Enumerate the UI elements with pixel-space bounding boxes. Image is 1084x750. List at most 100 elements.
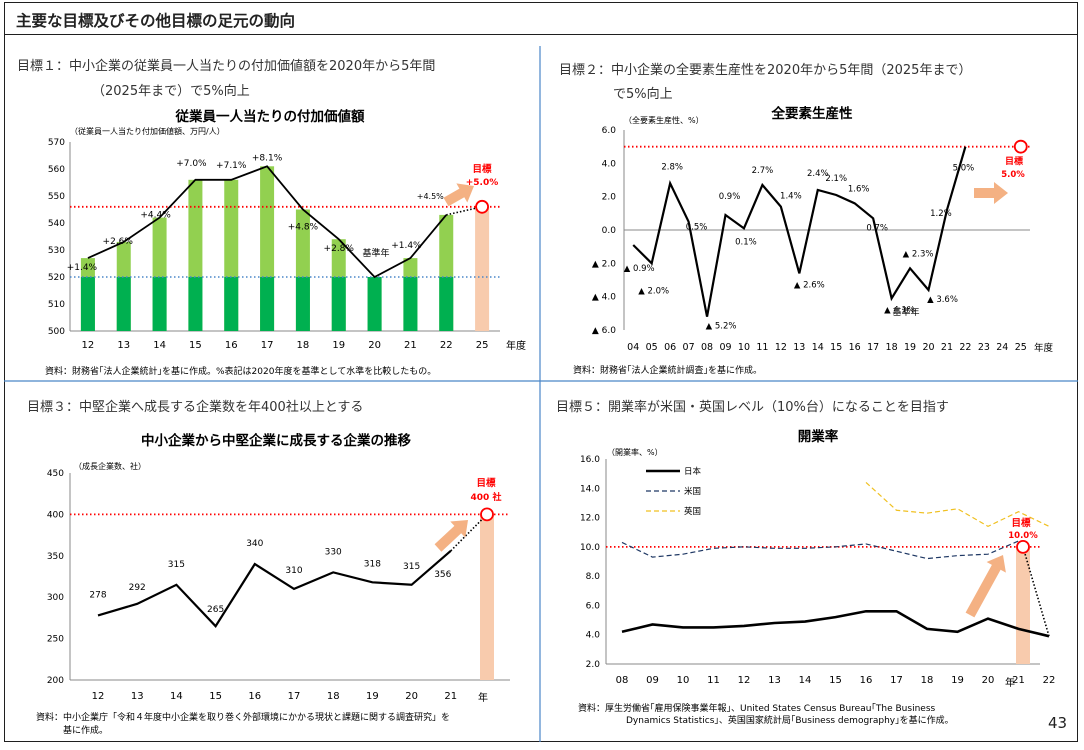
chart3-ytick: 450 xyxy=(47,469,64,479)
panel-goal-3: 目標３：中堅企業へ成長する企業数を年400社以上とする 中小企業から中堅企業に成… xyxy=(27,399,510,736)
goal2-text-line1: 目標２：中小企業の全要素生産性を2020年から5年間（2025年まで） xyxy=(559,62,971,78)
chart3-xtick: 18 xyxy=(327,691,340,702)
chart1-bar-lower xyxy=(224,277,239,331)
chart3-ytick: 250 xyxy=(47,635,64,645)
chart4-series-line-2 xyxy=(865,481,1050,528)
chart3-xtick: 14 xyxy=(170,691,183,702)
chart2-data-label: 1.6% xyxy=(848,184,870,194)
goal1-text-line1: 目標１：中小企業の従業員一人当たりの付加価値額を2020年から5年間 xyxy=(17,58,435,74)
chart4-xtick: 11 xyxy=(707,675,720,686)
chart1-xtick: 25 xyxy=(476,340,489,351)
chart4-legend-label: 英国 xyxy=(684,506,701,517)
chart2-data-label: 0.9% xyxy=(719,192,741,202)
chart2-data-label: 2.8% xyxy=(661,162,683,172)
chart1-xtick: 13 xyxy=(117,340,130,351)
panel-goal-1: 目標１：中小企業の従業員一人当たりの付加価値額を2020年から5年間 （2025… xyxy=(17,58,526,377)
chart2-xtick: 19 xyxy=(904,342,916,353)
chart2-target-marker xyxy=(1013,139,1028,154)
chart4-ytick: 12.0 xyxy=(580,514,600,524)
chart3-title: 中小企業から中堅企業に成長する企業の推移 xyxy=(141,432,411,449)
chart2-xtick: 04 xyxy=(627,342,639,353)
chart1-xtick: 17 xyxy=(261,340,274,351)
chart4-ytick: 2.0 xyxy=(586,660,601,670)
chart3-target-label: 目標 xyxy=(476,477,496,489)
chart2-ylabel: （全要素生産性、%） xyxy=(624,115,704,125)
chart1-ytick: 500 xyxy=(48,327,65,337)
chart1-bar-lower xyxy=(152,277,167,331)
chart1-bar-lower xyxy=(403,277,418,331)
chart1-target-marker xyxy=(475,199,489,214)
chart1-ytick: 530 xyxy=(48,246,65,256)
chart4-xtick: 12 xyxy=(738,675,751,686)
chart4-xtick: 08 xyxy=(616,675,629,686)
chart4-xtick: 16 xyxy=(860,675,873,686)
chart2-ytick: 4.0 xyxy=(602,159,617,169)
chart2-target-arrow xyxy=(974,182,1008,204)
chart1-target-label: 目標 xyxy=(472,163,492,175)
goal1-text-line2: （2025年まで）で5%向上 xyxy=(92,83,250,99)
source1-text: 資料：財務省｢法人企業統計｣を基に作成。%表記は2020年度を基準として水準を比… xyxy=(45,365,436,377)
chart4-ytick: 8.0 xyxy=(586,572,601,582)
chart2-xtick: 24 xyxy=(996,342,1008,353)
chart3-ylabel: （成長企業数、社） xyxy=(74,461,146,471)
chart4-title: 開業率 xyxy=(798,428,839,445)
chart2-data-label: ▲ 0.9% xyxy=(624,264,655,274)
chart2-data-label: ▲ 2.3% xyxy=(903,249,934,259)
chart1-ytick: 570 xyxy=(48,138,65,148)
title-band: 主要な目標及びその他目標の足元の動向 xyxy=(4,2,1078,35)
chart1-data-label: +7.1% xyxy=(216,161,247,171)
chart4-plot: 2.0 4.0 6.0 8.0 10.0 12.0 14.0 16.0 08 09 10 11 12 13… xyxy=(580,455,1055,689)
chart2-xtick: 05 xyxy=(646,342,658,353)
chart2-xtick: 11 xyxy=(756,342,768,353)
chart3-projection-line xyxy=(450,513,488,552)
chart3-series-line xyxy=(97,550,452,628)
chart3-target-marker xyxy=(480,507,494,522)
chart1-baseline-label: 基準年 xyxy=(362,247,389,259)
chart2-xtick: 10 xyxy=(738,342,750,353)
chart4-ytick: 4.0 xyxy=(586,631,601,641)
chart1-bar-lower xyxy=(116,277,131,331)
chart4-ytick: 16.0 xyxy=(580,455,600,465)
chart4-xtick: 14 xyxy=(799,675,812,686)
chart2-ytick: 2.0 xyxy=(602,193,617,203)
chart4-xtick: 15 xyxy=(829,675,842,686)
chart1-ytick: 510 xyxy=(48,300,65,310)
chart3-xlabel: 年 xyxy=(478,691,488,704)
chart2-target-label: 目標 xyxy=(1005,155,1023,167)
chart1-bar-lower xyxy=(260,277,275,331)
chart1-data-label: +1.4% xyxy=(67,263,98,273)
chart3-data-label: 310 xyxy=(285,566,302,576)
chart1-data-label: +1.4% xyxy=(391,241,422,251)
chart3-target-bar xyxy=(480,514,494,680)
chart3-ytick: 400 xyxy=(47,510,64,520)
chart1-plot: 500 510 520 530 540 550 560 570 12 13 14 15 16 17 18 19… xyxy=(48,138,526,352)
chart1-data-label: +8.1% xyxy=(252,153,283,163)
chart4-target-bar xyxy=(1016,546,1030,664)
chart1-bar-lower xyxy=(295,277,310,331)
chart1-bar-lower xyxy=(331,277,346,331)
chart2-xtick: 12 xyxy=(775,342,787,353)
chart1-ylabel: （従業員一人当たり付加価値額、万円/人） xyxy=(70,126,225,136)
chart3-plot: 200 250 300 350 400 450 12 13 14 15 16 17 18 19 20 21 年 2… xyxy=(47,469,510,704)
chart2-xtick: 18 xyxy=(886,342,898,353)
chart3-ytick: 300 xyxy=(47,593,64,603)
chart4-xtick: 20 xyxy=(982,675,995,686)
chart2-data-label: ▲ 2.0% xyxy=(638,286,669,296)
chart2-data-label: 1.4% xyxy=(780,192,802,202)
chart2-data-label: ▲ 3.6% xyxy=(927,295,958,305)
chart2-xtick: 13 xyxy=(793,342,805,353)
chart2-data-label: 0.1% xyxy=(735,237,757,247)
chart4-legend-label: 米国 xyxy=(684,486,701,497)
chart3-data-label: 315 xyxy=(403,562,420,572)
chart4-xtick: 13 xyxy=(768,675,781,686)
chart2-target-value: 5.0% xyxy=(1001,170,1025,180)
chart2-data-label: 0.5% xyxy=(686,223,708,233)
chart1-target-value: +5.0% xyxy=(466,178,499,188)
chart1-ytick: 560 xyxy=(48,165,65,175)
chart1-ytick: 540 xyxy=(48,219,65,229)
chart3-ytick: 200 xyxy=(47,676,64,686)
chart4-xtick: 09 xyxy=(646,675,659,686)
chart1-data-label: +2.8% xyxy=(324,244,355,254)
chart4-ylabel: （開業率、%） xyxy=(607,447,663,457)
chart1-xtick: 22 xyxy=(440,340,453,351)
